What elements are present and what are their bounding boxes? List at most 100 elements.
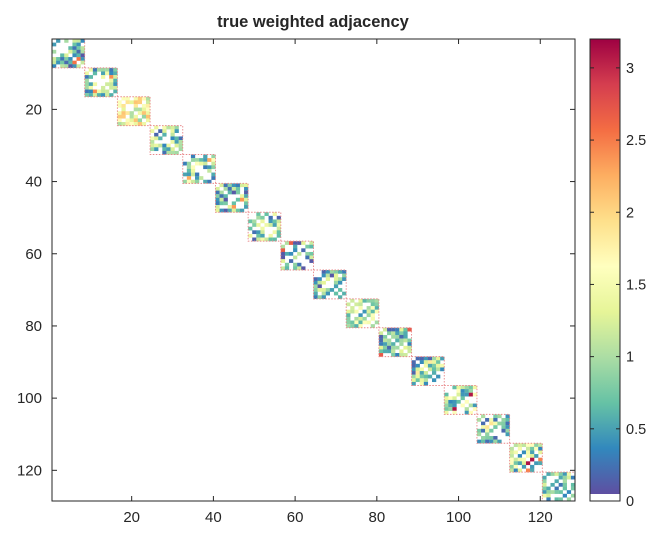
heatmap-cell — [329, 273, 335, 278]
heatmap-cell — [460, 403, 465, 408]
block-outline — [247, 211, 282, 242]
heatmap-cell — [170, 125, 175, 130]
heatmap-cell — [215, 190, 220, 195]
heatmap-cell — [256, 230, 261, 235]
heatmap-cell — [109, 78, 114, 83]
heatmap-cell — [570, 475, 576, 480]
heatmap-cell — [411, 360, 416, 364]
heatmap-cell — [481, 421, 486, 426]
heatmap-cell — [485, 436, 490, 440]
heatmap-cell — [550, 472, 555, 476]
heatmap-cell — [182, 179, 187, 184]
heatmap-cell — [562, 475, 567, 480]
heatmap-cell — [137, 122, 143, 126]
heatmap-cell — [203, 154, 208, 159]
heatmap-cell — [92, 67, 98, 72]
heatmap-cell — [256, 212, 261, 217]
heatmap-cell — [411, 363, 416, 368]
heatmap-cell — [472, 385, 478, 390]
heatmap-cell — [174, 125, 179, 130]
heatmap-cell — [64, 39, 69, 43]
heatmap-cell — [362, 320, 367, 325]
heatmap-cell — [145, 114, 151, 119]
heatmap-cell — [485, 439, 490, 444]
heatmap-cell — [117, 103, 122, 108]
heatmap-cell — [342, 273, 347, 278]
heatmap-cell — [407, 342, 412, 346]
heatmap-cell — [109, 85, 114, 90]
colorbar-ticks: 0 0.5 1 1.5 2 2.5 3 — [590, 61, 646, 510]
heatmap-cell — [154, 143, 159, 148]
heatmap-cell — [207, 168, 212, 173]
heatmap-cell — [521, 461, 527, 466]
heatmap-cell — [370, 309, 375, 314]
heatmap-cell — [403, 353, 408, 357]
heatmap-cell — [517, 454, 523, 458]
heatmap-cell — [521, 443, 527, 448]
plot-frame — [51, 38, 576, 502]
heatmap-cell — [105, 89, 110, 94]
heatmap-cell — [513, 457, 518, 462]
block-outline — [149, 125, 184, 155]
heatmap-cell — [141, 111, 147, 115]
heatmap-cell — [452, 396, 457, 401]
heatmap-cell — [358, 313, 363, 318]
heatmap-cell — [154, 136, 159, 141]
heatmap-cell — [411, 378, 416, 383]
heatmap-cell — [195, 158, 200, 162]
heatmap-cell — [80, 39, 85, 43]
heatmap-cell — [403, 334, 408, 339]
heatmap-cell — [84, 78, 89, 83]
heatmap-cell — [350, 320, 355, 325]
heatmap-cell — [464, 385, 469, 390]
heatmap-cell — [276, 226, 281, 231]
heatmap-cell — [338, 288, 343, 292]
heatmap-cell — [72, 53, 77, 58]
heatmap-cell — [141, 122, 147, 126]
heatmap-cell — [436, 356, 441, 361]
heatmap-cell — [538, 446, 543, 451]
heatmap-cell — [154, 147, 159, 152]
heatmap-cell — [481, 439, 486, 444]
heatmap-cell — [129, 114, 134, 119]
heatmap-cell — [415, 378, 420, 383]
heatmap-cell — [411, 381, 416, 386]
heatmap-cell — [452, 410, 457, 415]
heatmap-cell — [195, 179, 200, 184]
heatmap-cell — [203, 179, 208, 184]
heatmap-cell — [150, 140, 155, 144]
heatmap-cell — [542, 493, 547, 498]
heatmap-cell — [117, 100, 122, 105]
heatmap-cell — [370, 324, 375, 328]
heatmap-cell — [293, 241, 298, 245]
heatmap-cell — [391, 331, 396, 336]
heatmap-cell — [101, 75, 106, 79]
heatmap-cell — [493, 436, 498, 440]
heatmap-cell — [387, 345, 392, 350]
heatmap-cell — [76, 57, 81, 61]
heatmap-cell — [190, 154, 196, 159]
heatmap-cell — [485, 432, 490, 437]
heatmap-cell — [378, 331, 384, 336]
heatmap-cell — [534, 454, 539, 458]
colorbar: 0 0.5 1 1.5 2 2.5 3 — [589, 38, 646, 510]
heatmap-cell — [452, 399, 457, 404]
heatmap-cell — [133, 100, 138, 105]
heatmap-cell — [178, 143, 183, 148]
x-tick-label: 40 — [205, 509, 222, 526]
heatmap-cell — [407, 349, 412, 354]
heatmap-cell — [350, 324, 355, 328]
block-outline — [509, 442, 543, 473]
heatmap-cell — [476, 439, 482, 444]
y-tick-label: 120 — [17, 462, 42, 479]
heatmap-cell — [362, 298, 367, 303]
heatmap-cell — [219, 194, 224, 198]
heatmap-cell — [203, 165, 208, 170]
heatmap-cell — [489, 421, 494, 426]
heatmap-cell — [268, 237, 273, 242]
heatmap-cell — [313, 277, 318, 281]
heatmap-cell — [513, 450, 518, 455]
heatmap-cell — [427, 356, 433, 361]
heatmap-cell — [427, 374, 433, 379]
